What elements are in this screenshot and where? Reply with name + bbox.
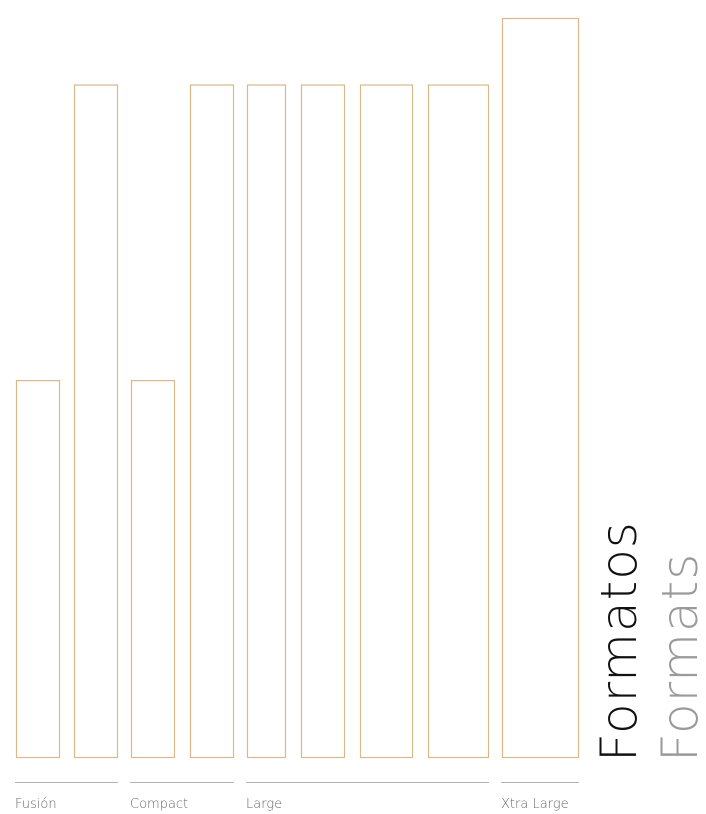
panels-layer: [15, 17, 580, 759]
group-label-1: Fusión: [15, 797, 57, 812]
panel-1-1: [15, 380, 61, 759]
panel-1-2: [73, 84, 119, 759]
title-primary: Formatos: [590, 521, 648, 762]
panel-3-3: [359, 84, 414, 759]
group-label-3: Large: [246, 797, 282, 812]
panel-3-4: [427, 84, 490, 759]
panel-2-1: [130, 380, 176, 759]
panel-4-1: [501, 17, 580, 759]
panel-2-2: [189, 84, 235, 759]
panel-3-1: [246, 84, 287, 759]
group-label-4: Xtra Large: [501, 797, 569, 812]
title-secondary: Formats: [651, 553, 706, 762]
labels-layer: Fusión Compact Large Xtra Large: [15, 797, 569, 812]
panel-3-2: [300, 84, 346, 759]
group-label-2: Compact: [130, 797, 188, 812]
